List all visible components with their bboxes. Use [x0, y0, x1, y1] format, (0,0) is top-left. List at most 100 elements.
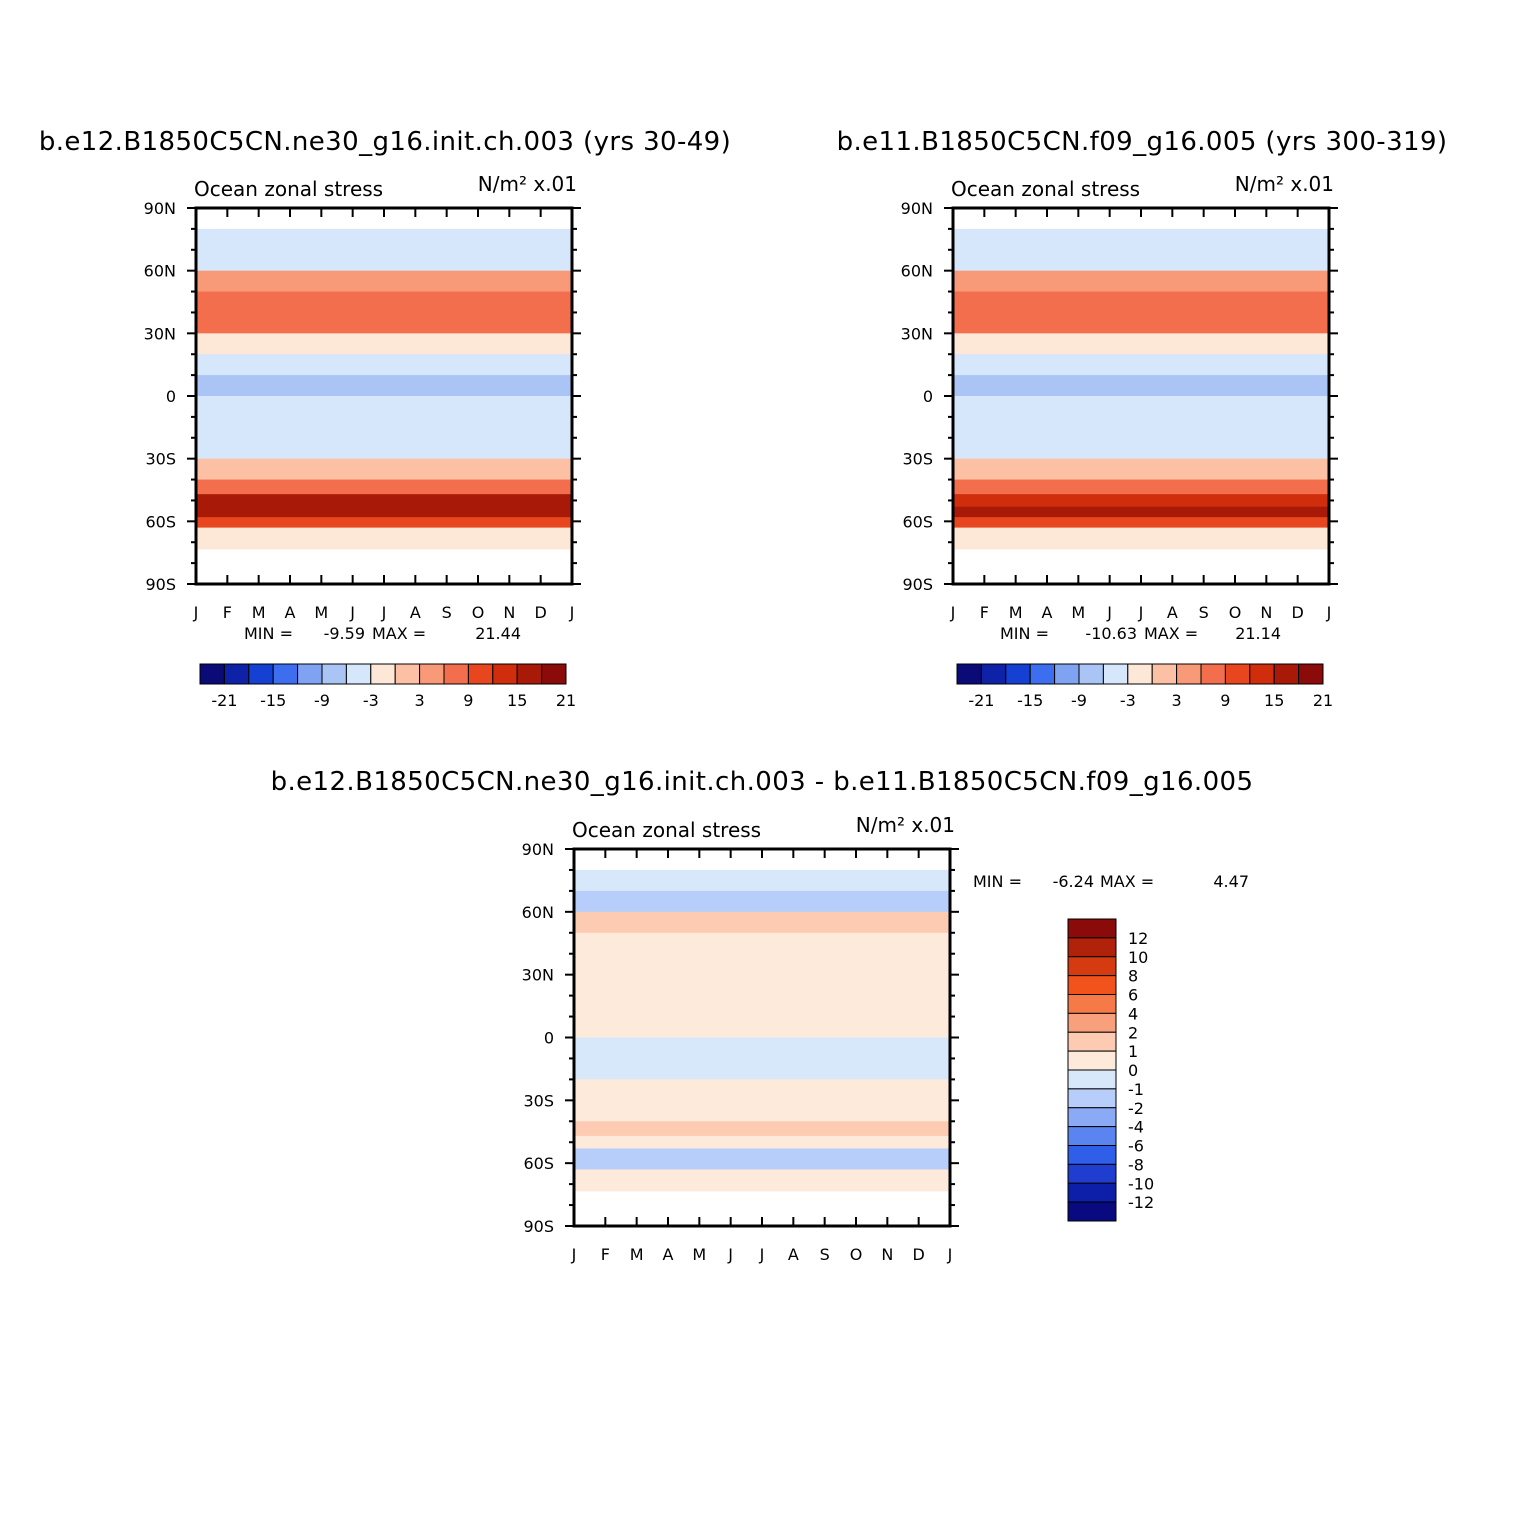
contour-band [953, 354, 1329, 377]
contour-band [574, 1079, 950, 1102]
x-tick-label: J [193, 603, 199, 622]
colorbar-label: -10 [1128, 1174, 1154, 1193]
panel-2-y-axis: 90N 60N 30N 0 30S 60S 90S [901, 199, 933, 594]
colorbar-swatch [345, 663, 372, 685]
y-tick-label: 60S [523, 1154, 554, 1173]
panel-1-variable-label: Ocean zonal stress [194, 177, 383, 201]
contour-band [574, 1100, 950, 1123]
colorbar-label: -4 [1128, 1118, 1144, 1137]
x-tick-label: F [980, 603, 989, 622]
panel-3-contour-field [574, 869, 950, 1192]
panel-1-units-label: N/m² x.01 [478, 172, 577, 196]
contour-band [953, 333, 1329, 356]
colorbar-label: -3 [363, 691, 379, 710]
colorbar-swatch [1176, 663, 1202, 685]
x-tick-label: O [1229, 603, 1242, 622]
x-tick-label: J [1106, 603, 1112, 622]
x-tick-label: A [1167, 603, 1178, 622]
y-tick-label: 60N [144, 262, 176, 281]
colorbar-label: -15 [260, 691, 286, 710]
panel-3-axis-ticks [565, 848, 959, 1227]
y-tick-label: 60N [522, 903, 554, 922]
colorbar-swatch [541, 663, 567, 685]
panel-3-min-label: MIN = [973, 872, 1022, 891]
colorbar-label: 12 [1128, 929, 1148, 948]
panel-2-variable-label: Ocean zonal stress [951, 177, 1140, 201]
colorbar-swatch [1067, 918, 1117, 939]
panel-2-contour-field [953, 228, 1329, 550]
colorbar-swatch [1224, 663, 1251, 685]
colorbar-label: -21 [968, 691, 994, 710]
x-tick-label: J [727, 1245, 733, 1264]
colorbar-label: 2 [1128, 1023, 1138, 1042]
y-tick-label: 30N [144, 324, 176, 343]
contour-band [574, 869, 950, 892]
colorbar-swatch [516, 663, 543, 685]
y-tick-label: 90N [522, 840, 554, 859]
colorbar-label: 6 [1128, 986, 1138, 1005]
x-tick-label: A [410, 603, 421, 622]
panel-3-max-label: MAX = [1100, 872, 1154, 891]
x-tick-label: D [1292, 603, 1304, 622]
contour-band [196, 249, 572, 272]
colorbar-swatch [1249, 663, 1275, 685]
colorbar-label: 10 [1128, 948, 1148, 967]
contour-band [196, 270, 572, 293]
colorbar-swatch [1067, 956, 1117, 977]
contour-band [953, 270, 1329, 293]
x-tick-label: N [503, 603, 515, 622]
colorbar-swatch [1067, 1126, 1117, 1146]
colorbar-label: -21 [211, 691, 237, 710]
colorbar-swatch [394, 663, 421, 685]
colorbar-swatch [1067, 1031, 1117, 1052]
panel-1-colorbar: -21 -15 -9 -3 3 9 15 21 [199, 663, 576, 710]
colorbar-label: 3 [415, 691, 425, 710]
y-tick-label: 30N [901, 324, 933, 343]
x-tick-label: J [947, 1245, 953, 1264]
colorbar-swatch [272, 663, 299, 685]
contour-band [574, 932, 950, 955]
contour-band [574, 1058, 950, 1081]
x-tick-label: N [881, 1245, 893, 1264]
y-tick-label: 30N [522, 966, 554, 985]
colorbar-swatch [1029, 663, 1056, 685]
colorbar-swatch [1067, 1201, 1117, 1222]
colorbar-label: 4 [1128, 1004, 1138, 1023]
colorbar-swatch [1067, 994, 1117, 1014]
x-tick-label: M [1009, 603, 1023, 622]
y-tick-label: 30S [145, 450, 176, 469]
y-tick-label: 90S [523, 1217, 554, 1236]
colorbar-label: 8 [1128, 967, 1138, 986]
panel-1-axis-ticks [187, 207, 581, 585]
x-tick-label: F [223, 603, 232, 622]
panel-3-max-value: 4.47 [1213, 872, 1249, 891]
colorbar-swatch [1127, 663, 1153, 685]
panel-3-title: b.e12.B1850C5CN.ne30_g16.init.ch.003 - b… [271, 767, 1254, 797]
y-tick-label: 30S [523, 1091, 554, 1110]
x-tick-label: J [1138, 603, 1144, 622]
y-tick-label: 90S [902, 575, 933, 594]
colorbar-label: -2 [1128, 1099, 1144, 1118]
colorbar-label: 1 [1128, 1042, 1138, 1061]
colorbar-swatch [1067, 1069, 1117, 1090]
y-tick-label: 60S [145, 512, 176, 531]
panel-3-variable-label: Ocean zonal stress [572, 818, 761, 842]
panel-2: b.e11.B1850C5CN.f09_g16.005 (yrs 300-319… [837, 127, 1447, 710]
x-tick-label: F [601, 1245, 610, 1264]
colorbar-swatch [1067, 1088, 1117, 1109]
colorbar-label: -3 [1120, 691, 1136, 710]
panel-1-max-label: MAX = [372, 624, 426, 643]
panel-3-units-label: N/m² x.01 [856, 813, 955, 837]
colorbar-label: 21 [556, 691, 576, 710]
panel-1: b.e12.B1850C5CN.ne30_g16.init.ch.003 (yr… [39, 127, 731, 710]
colorbar-swatch [1005, 663, 1031, 685]
colorbar-swatch [1067, 975, 1117, 995]
contour-band [574, 953, 950, 976]
x-tick-label: A [663, 1245, 674, 1264]
y-tick-label: 0 [923, 387, 933, 406]
colorbar-label: 0 [1128, 1061, 1138, 1080]
